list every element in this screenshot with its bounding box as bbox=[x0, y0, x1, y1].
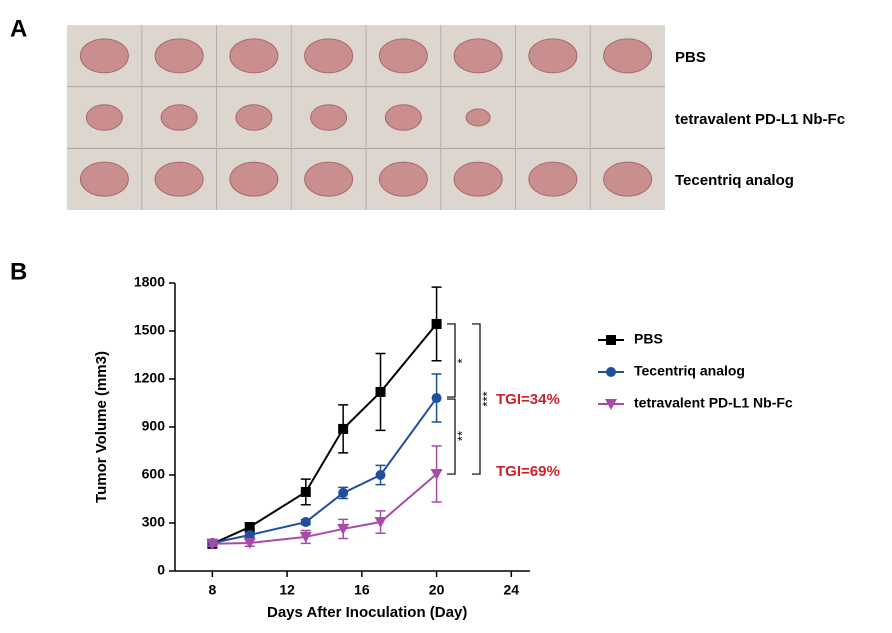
x-tick-label: 20 bbox=[429, 582, 445, 598]
tumor bbox=[528, 38, 578, 74]
legend-label: PBS bbox=[634, 331, 663, 347]
legend-marker bbox=[606, 335, 616, 345]
legend-label: tetravalent PD-L1 Nb-Fc bbox=[634, 395, 793, 411]
tumor bbox=[453, 161, 503, 197]
tumor bbox=[384, 104, 422, 131]
y-tick-label: 900 bbox=[142, 418, 166, 434]
tumor bbox=[79, 38, 129, 74]
y-tick-label: 600 bbox=[142, 466, 166, 482]
y-tick-label: 1200 bbox=[134, 370, 165, 386]
tumor bbox=[465, 108, 491, 127]
marker bbox=[338, 423, 349, 434]
marker bbox=[375, 470, 386, 480]
row-label: Tecentriq analog bbox=[675, 172, 794, 189]
tumor bbox=[304, 161, 354, 197]
line bbox=[211, 323, 438, 545]
marker bbox=[300, 486, 311, 497]
marker bbox=[206, 538, 219, 550]
marker bbox=[243, 538, 256, 549]
tumor bbox=[229, 161, 279, 197]
tumor bbox=[603, 161, 653, 197]
panel-label: A bbox=[10, 15, 27, 42]
line bbox=[212, 397, 438, 544]
bracket bbox=[447, 398, 456, 475]
annotation: *** bbox=[479, 391, 494, 406]
y-tick-label: 1800 bbox=[134, 274, 165, 290]
y-tick-label: 300 bbox=[142, 514, 166, 530]
x-tick-label: 24 bbox=[504, 582, 520, 598]
tumor bbox=[310, 104, 348, 131]
annotation: * bbox=[454, 358, 469, 363]
tgi-label: TGI=69% bbox=[496, 463, 560, 480]
tumor bbox=[85, 104, 123, 131]
marker bbox=[300, 517, 311, 528]
x-tick-label: 8 bbox=[208, 582, 216, 598]
tumor bbox=[235, 104, 273, 131]
tumor bbox=[378, 38, 428, 74]
marker bbox=[338, 487, 349, 498]
tumor bbox=[154, 38, 204, 74]
bracket bbox=[447, 323, 456, 398]
legend-marker bbox=[606, 367, 616, 377]
x-tick-label: 16 bbox=[354, 582, 370, 598]
tgi-label: TGI=34% bbox=[496, 391, 560, 408]
legend-marker bbox=[605, 399, 617, 410]
tumor bbox=[154, 161, 204, 197]
bracket bbox=[472, 323, 481, 475]
marker bbox=[374, 517, 387, 529]
tumor bbox=[304, 38, 354, 74]
marker bbox=[430, 469, 443, 481]
marker bbox=[244, 530, 255, 540]
tumor bbox=[229, 38, 279, 74]
legend-label: Tecentriq analog bbox=[634, 363, 745, 379]
y-tick-label: 0 bbox=[157, 562, 165, 578]
marker bbox=[431, 318, 442, 329]
panel-label: B bbox=[10, 258, 27, 285]
tumor bbox=[79, 161, 129, 197]
x-tick-label: 12 bbox=[279, 582, 295, 598]
marker bbox=[244, 522, 255, 532]
marker bbox=[337, 523, 350, 535]
x-axis-title: Days After Inoculation (Day) bbox=[267, 604, 467, 621]
tumor bbox=[160, 104, 198, 131]
annotation: ** bbox=[454, 431, 469, 441]
marker bbox=[375, 386, 386, 397]
tumor bbox=[603, 38, 653, 74]
marker bbox=[299, 531, 312, 543]
marker bbox=[431, 393, 442, 404]
line bbox=[212, 473, 438, 545]
tumor bbox=[378, 161, 428, 197]
tumor bbox=[528, 161, 578, 197]
tumor bbox=[453, 38, 503, 74]
tumor-photo bbox=[67, 25, 665, 210]
row-label: tetravalent PD-L1 Nb-Fc bbox=[675, 111, 845, 128]
y-tick-label: 1500 bbox=[134, 322, 165, 338]
y-axis-title: Tumor Volume (mm3) bbox=[93, 351, 110, 503]
row-label: PBS bbox=[675, 49, 706, 66]
